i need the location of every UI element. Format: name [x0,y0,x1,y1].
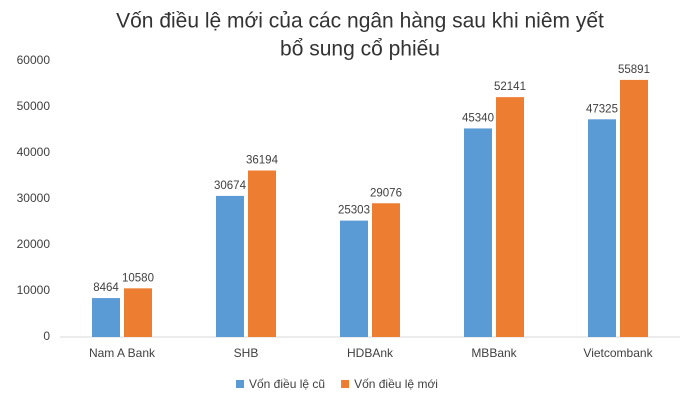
bar [464,128,492,337]
y-tick-label: 10000 [17,283,51,297]
x-tick-label: MBBank [471,346,517,360]
bar [372,203,400,337]
legend-swatch [341,380,350,388]
value-label: 45340 [462,112,494,124]
y-tick-label: 20000 [17,237,51,251]
bar [496,97,524,337]
chart-title: bổ sung cổ phiếu [280,38,440,61]
bar [340,220,368,337]
bar [216,195,244,337]
legend-swatch [236,380,244,388]
bar [620,79,648,337]
y-tick-label: 30000 [17,191,51,205]
value-label: 25303 [338,205,370,217]
value-label: 30674 [214,180,247,192]
x-tick-label: Nam A Bank [89,346,156,360]
value-label: 10580 [122,272,154,284]
value-label: 47325 [586,103,618,115]
y-tick-label: 50000 [17,99,51,113]
y-tick-label: 40000 [17,145,51,159]
x-tick-label: SHB [234,346,259,360]
x-tick-label: HDBAnk [347,346,394,360]
y-tick-label: 60000 [17,53,51,67]
value-label: 36194 [246,155,279,167]
bar [124,288,152,337]
bar [92,298,120,337]
legend-label: Vốn điều lệ cũ [249,377,325,391]
value-label: 29076 [370,187,402,199]
value-label: 8464 [93,282,119,294]
bar [248,170,276,337]
value-label: 52141 [494,81,526,93]
y-tick-label: 0 [43,329,50,343]
chart-title: Vốn điều lệ mới của các ngân hàng sau kh… [116,10,604,33]
legend-label: Vốn điều lệ mới [354,377,438,391]
value-label: 55891 [618,64,650,76]
bar [588,119,616,338]
x-tick-label: Vietcombank [583,346,653,360]
